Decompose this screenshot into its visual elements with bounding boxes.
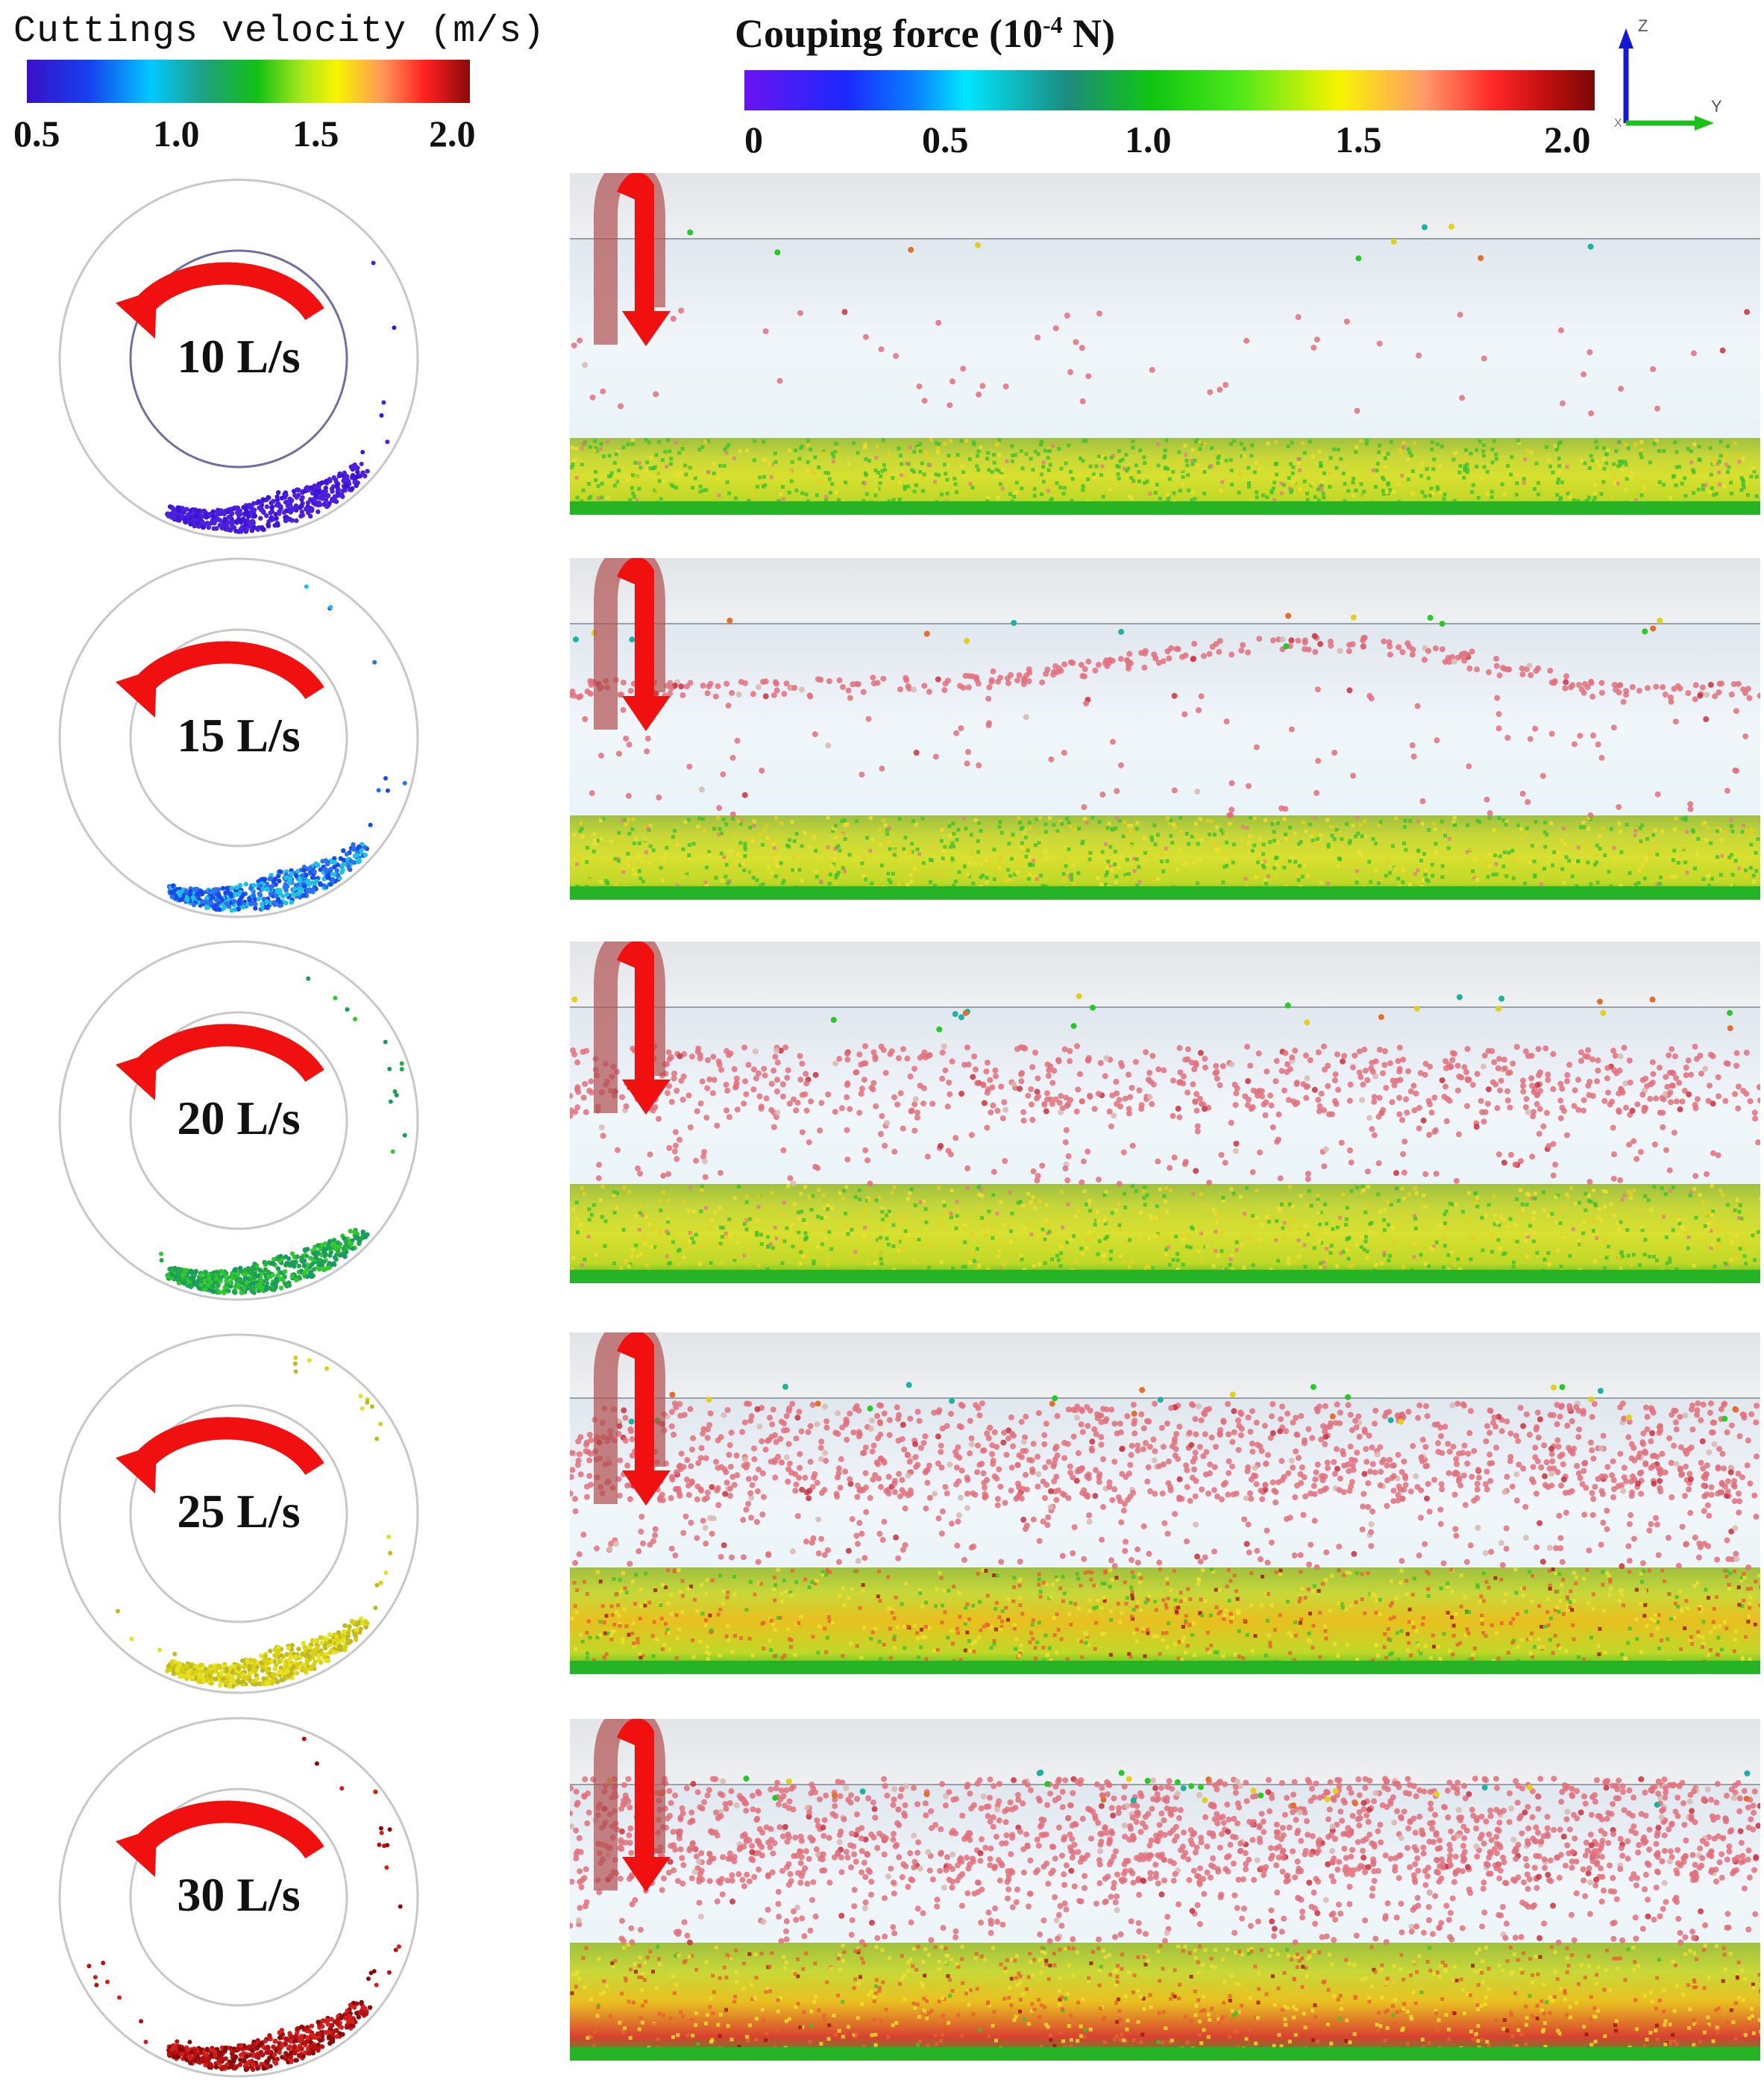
velocity-tick: 1.5: [292, 112, 339, 155]
force-title-unit: N): [1063, 11, 1115, 56]
velocity-tick: 1.0: [153, 112, 200, 155]
wellbore-longitudinal-view: [570, 173, 1760, 515]
wellbore-longitudinal-view: [570, 942, 1760, 1283]
annulus-cross-section: 20 L/s: [45, 938, 433, 1303]
flow-rate-label: 15 L/s: [45, 708, 433, 763]
force-tick: 1.5: [1335, 118, 1382, 161]
wellbore-svg: [570, 558, 1760, 900]
wellbore-svg: [570, 173, 1760, 515]
flow-rate-label: 25 L/s: [45, 1484, 433, 1539]
annulus-cross-section: 25 L/s: [45, 1331, 433, 1697]
annulus-cross-section: 10 L/s: [45, 176, 433, 542]
axis-y-label: Y: [1711, 97, 1722, 116]
flow-rate-label: 30 L/s: [45, 1867, 433, 1923]
force-tick: 0.5: [922, 118, 969, 161]
flow-rate-label: 20 L/s: [45, 1091, 433, 1146]
force-colorbar: [744, 70, 1595, 110]
axis-z-label: Z: [1638, 16, 1648, 35]
velocity-tick: 2.0: [429, 112, 476, 155]
wellbore-longitudinal-view: [570, 558, 1760, 900]
force-tick: 1.0: [1125, 118, 1172, 161]
force-legend-title: Couping force (10-4 N): [735, 10, 1115, 57]
flow-rate-label: 10 L/s: [45, 329, 433, 384]
velocity-colorbar: [27, 60, 470, 103]
axis-x-label: X: [1614, 117, 1622, 130]
velocity-tick: 0.5: [13, 112, 60, 155]
wellbore-svg: [570, 1332, 1760, 1674]
wellbore-svg: [570, 1719, 1760, 2061]
velocity-legend-title: Cuttings velocity (m/s): [13, 10, 545, 53]
annulus-cross-section: 30 L/s: [45, 1714, 433, 2080]
force-tick: 0: [744, 118, 763, 161]
wellbore-svg: [570, 942, 1760, 1283]
wellbore-longitudinal-view: [570, 1719, 1760, 2061]
force-title-exp: -4: [1043, 11, 1063, 38]
force-tick: 2.0: [1544, 118, 1591, 161]
force-title-main: Couping force (10: [735, 11, 1043, 56]
axes-triad: Z Y X: [1611, 15, 1723, 134]
annulus-cross-section: 15 L/s: [45, 555, 433, 921]
wellbore-longitudinal-view: [570, 1332, 1760, 1674]
